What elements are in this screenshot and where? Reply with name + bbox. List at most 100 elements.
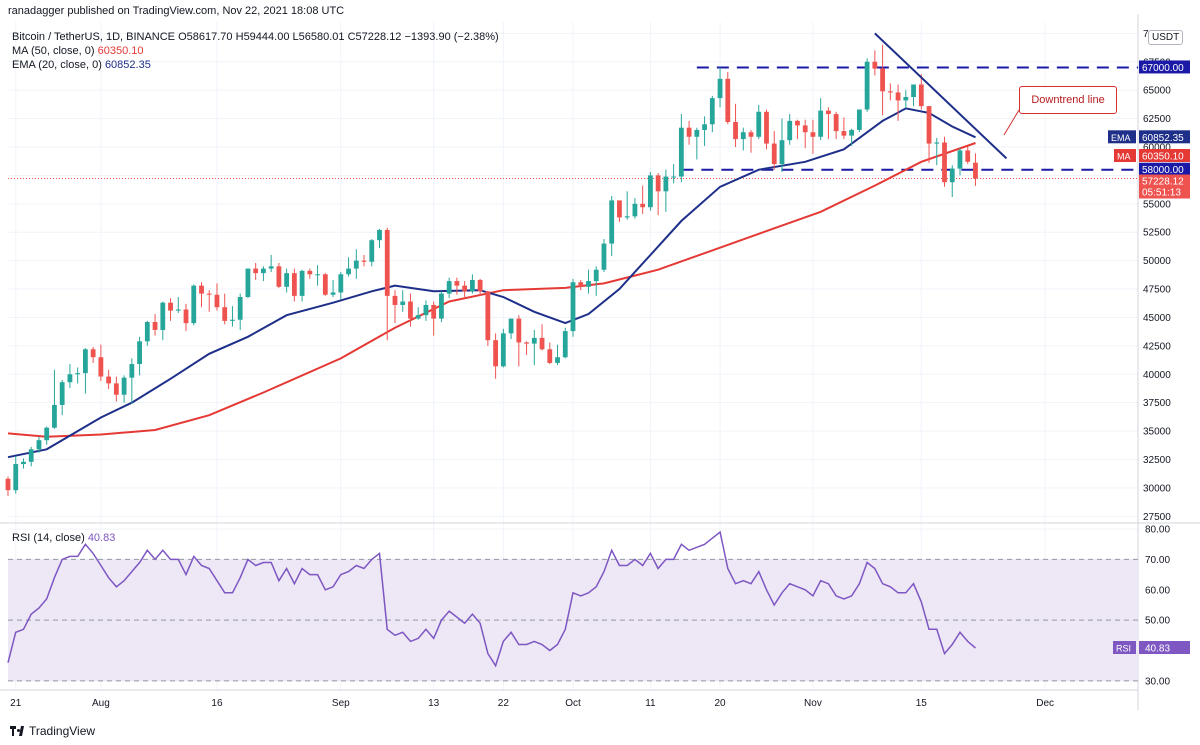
rsi-tag: RSI (1116, 644, 1131, 654)
candle (439, 291, 444, 322)
candle-body (152, 322, 158, 330)
tradingview-logo-icon (10, 726, 24, 736)
candle (833, 111, 839, 140)
candle-body (299, 270, 305, 296)
candle (965, 147, 971, 165)
rsi-label: RSI (14, close) (12, 532, 85, 544)
candle (740, 127, 746, 151)
candle-body (686, 127, 692, 137)
symbol-legend: Bitcoin / TetherUS, 1D, BINANCE O58617.7… (12, 31, 499, 43)
candle-body (694, 129, 700, 137)
candle (284, 268, 290, 293)
price-tick-label: 45000 (1143, 313, 1171, 324)
ma-price-badge: 60350.10 (1142, 152, 1184, 163)
rsi-value-badge: 40.83 (1145, 644, 1170, 655)
candle (562, 327, 568, 359)
candle-body (454, 281, 460, 286)
candle-body (121, 377, 127, 395)
level-badge-67000-bg (1139, 60, 1190, 74)
candle-body (284, 273, 290, 287)
candle (392, 290, 398, 324)
rsi-line (7, 530, 976, 668)
candle (353, 249, 359, 279)
candle-body (826, 110, 831, 115)
candle-body (655, 175, 661, 192)
candle (98, 344, 104, 382)
candle (493, 333, 499, 379)
candle-body (415, 315, 421, 319)
candle-body (531, 337, 537, 344)
candle (183, 303, 189, 332)
open-label: O (178, 31, 187, 43)
candle (67, 364, 73, 388)
candle-body (113, 383, 119, 395)
candle-body (949, 168, 955, 183)
candle (555, 344, 560, 366)
candle-body (555, 357, 560, 363)
candle (856, 109, 862, 133)
candle (671, 164, 677, 184)
candle (694, 127, 700, 160)
candle (346, 257, 351, 277)
candle (113, 376, 119, 402)
currency-selector[interactable]: USDT (1148, 30, 1184, 45)
candle (787, 114, 793, 145)
tradingview-brand[interactable]: TradingView (10, 724, 95, 738)
price-tick-label: 37500 (1143, 398, 1171, 409)
time-tick-label: 13 (428, 698, 440, 709)
candle (315, 265, 320, 286)
candle-body (872, 61, 878, 69)
ema-label: EMA (20, close, 0) (12, 59, 102, 71)
ma-legend[interactable]: MA (50, close, 0) 60350.10 (12, 45, 144, 57)
candle (237, 293, 243, 330)
candle-body (106, 376, 112, 384)
ma50-line (7, 142, 976, 438)
ema-legend-value: 60852.35 (104, 59, 151, 71)
candle-body (75, 373, 81, 375)
candle-body (245, 268, 251, 297)
candle (268, 254, 274, 272)
candle-body (663, 176, 669, 192)
candle-body (624, 216, 630, 218)
candle (121, 375, 127, 403)
candle (926, 106, 932, 163)
candle (717, 67, 723, 108)
open-value: 58617.70 (186, 31, 233, 43)
candle (423, 300, 429, 321)
candle (702, 116, 707, 146)
candle (137, 336, 142, 376)
candle-body (524, 342, 529, 344)
candle (338, 272, 344, 300)
candle (245, 268, 251, 299)
candle (872, 50, 878, 76)
candle-body (446, 281, 452, 294)
candle (191, 284, 197, 326)
candle-body (609, 200, 615, 244)
candle-body (183, 309, 189, 324)
published-note: ranadagger published on TradingView.com,… (8, 5, 345, 17)
candle (957, 148, 963, 176)
rsi-legend[interactable]: RSI (14, close) 40.83 (12, 532, 115, 544)
candle (895, 84, 901, 121)
candle (849, 128, 855, 146)
candle (199, 282, 204, 308)
candle (299, 269, 305, 302)
callout-pointer (1003, 109, 1020, 136)
candle-body (756, 111, 762, 137)
candle (609, 195, 615, 257)
candle-body (640, 203, 646, 208)
candle-body (818, 110, 824, 137)
candle-body (802, 125, 808, 133)
candle (415, 307, 421, 320)
ema-legend[interactable]: EMA (20, close, 0) 60852.35 (12, 59, 151, 71)
candle-body (771, 143, 777, 165)
candle (214, 283, 220, 311)
price-tick-label: 55000 (1143, 199, 1171, 210)
candle (779, 118, 785, 172)
candle (462, 281, 468, 297)
candle-body (586, 281, 591, 287)
candle-body (52, 404, 57, 428)
candle-body (740, 132, 746, 140)
candle (90, 347, 96, 363)
